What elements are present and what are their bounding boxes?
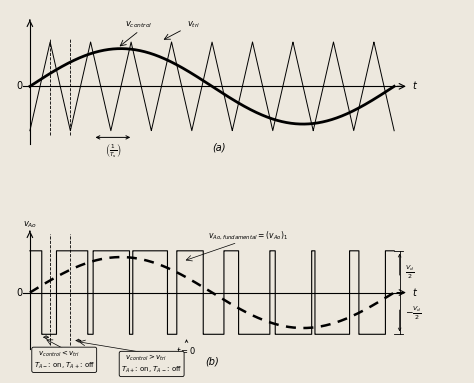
Text: t: t [412, 81, 416, 91]
Text: (a): (a) [212, 143, 226, 153]
Text: $v_{Ao}$: $v_{Ao}$ [23, 219, 37, 230]
Text: $v_{tri}$: $v_{tri}$ [187, 19, 200, 29]
Text: $-\frac{V_d}{2}$: $-\frac{V_d}{2}$ [405, 304, 422, 322]
Text: $v_{control} > v_{tri}$
$T_{A+}$: on, $T_{A-}$: off: $v_{control} > v_{tri}$ $T_{A+}$: on, $T… [121, 353, 182, 375]
Text: 0: 0 [17, 288, 23, 298]
Text: $v_{control} < v_{tri}$
$T_{A-}$: on, $T_{A+}$: off: $v_{control} < v_{tri}$ $T_{A-}$: on, $T… [34, 349, 95, 371]
Text: $\left(\frac{1}{T_s}\right)$: $\left(\frac{1}{T_s}\right)$ [105, 143, 121, 160]
Text: $v_{control}$: $v_{control}$ [126, 19, 153, 29]
Text: 0: 0 [17, 81, 23, 91]
Text: $v_{Ao, fundamental} = (v_{Ao})_1$: $v_{Ao, fundamental} = (v_{Ao})_1$ [208, 229, 289, 242]
Text: $t = 0$: $t = 0$ [176, 345, 197, 356]
Text: (b): (b) [205, 356, 219, 366]
Text: $\frac{V_d}{2}$: $\frac{V_d}{2}$ [405, 263, 414, 280]
Text: t: t [412, 288, 416, 298]
